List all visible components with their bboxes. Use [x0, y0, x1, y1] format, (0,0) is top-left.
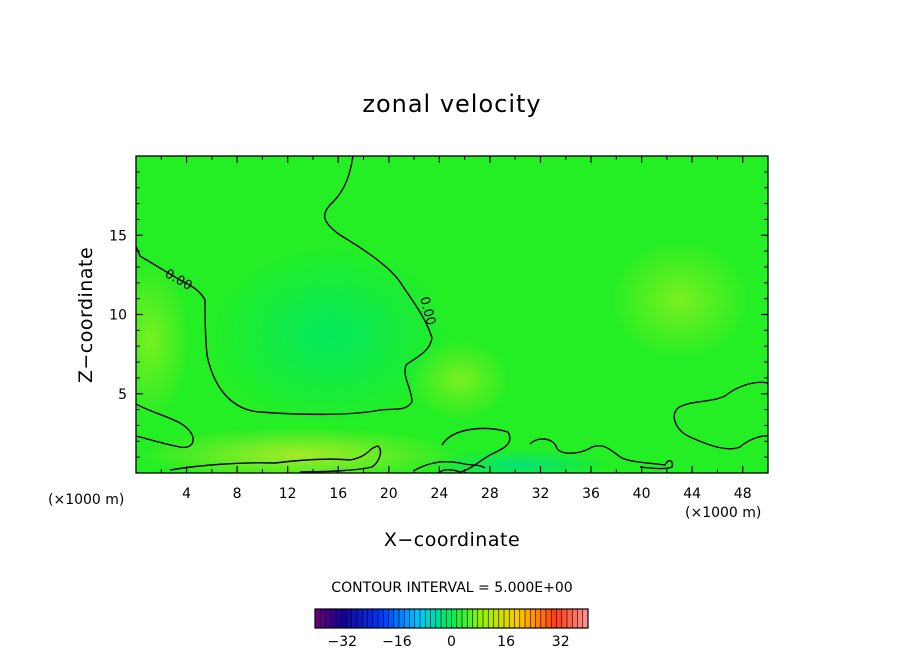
y-unit-label: (×1000 m) [48, 492, 124, 508]
colorbar-frame [314, 608, 589, 629]
colorbar-swatch [488, 609, 494, 628]
colorbar-swatch [519, 609, 526, 628]
colorbar-swatch [383, 609, 389, 628]
colorbar-swatch [372, 609, 379, 628]
x-tick-label: 16 [329, 486, 347, 502]
colorbar-swatch [514, 609, 521, 628]
colorbar-swatch [561, 609, 568, 628]
x-unit-label: (×1000 m) [685, 505, 761, 521]
colorbar-tick-label: 16 [497, 634, 515, 650]
colorbar-swatch [451, 609, 458, 628]
colorbar-swatch [446, 609, 452, 628]
contour-label-right: 0.00 [416, 295, 438, 327]
colorbar-swatch [462, 609, 468, 628]
colorbar-swatch [472, 609, 479, 628]
colorbar-swatch [346, 609, 353, 628]
colorbar-swatch [483, 609, 489, 628]
colorbar-swatch [330, 609, 337, 628]
x-tick-label: 44 [683, 486, 701, 502]
colorbar-swatch [404, 609, 410, 628]
colorbar-swatch [320, 609, 326, 628]
x-tick-label: 8 [233, 486, 242, 502]
colorbar-swatch [525, 609, 531, 628]
colorbar-tick-label: 32 [552, 634, 570, 650]
colorbar-swatch [393, 609, 400, 628]
colorbar-swatch [315, 609, 321, 628]
contour-interval-text: CONTOUR INTERVAL = 5.000E+00 [331, 580, 572, 596]
colorbar-swatch [456, 609, 463, 628]
chart-title: zonal velocity [362, 90, 541, 118]
colorbar-swatch [535, 609, 542, 628]
contour-lines [136, 156, 768, 473]
colorbar-swatch [336, 609, 342, 628]
y-tick-label: 5 [118, 387, 127, 403]
colorbar-swatch [399, 609, 405, 628]
y-tick-label: 10 [109, 308, 127, 324]
x-tick-label: 20 [380, 486, 398, 502]
colorbar-tick-label: 0 [447, 634, 456, 650]
colorbar-swatch [357, 609, 363, 628]
y-axis-label: Z−coordinate [75, 247, 97, 383]
colorbar-swatch [388, 609, 395, 628]
colorbar-swatch [409, 609, 416, 628]
colorbar-tick-labels: −32 −16 0 16 32 [328, 634, 570, 650]
x-tick-label: 4 [182, 486, 191, 502]
colorbar-swatch [425, 609, 431, 628]
colorbar-swatch [414, 609, 421, 628]
velocity-field [136, 156, 768, 473]
colorbar-swatch [430, 609, 437, 628]
colorbar-swatch [467, 609, 473, 628]
x-tick-label: 40 [633, 486, 651, 502]
colorbar-swatch [341, 609, 347, 628]
colorbar-swatch [546, 609, 552, 628]
colorbar-swatch [498, 609, 505, 628]
colorbar-swatch [325, 609, 332, 628]
x-tick-label: 48 [734, 486, 752, 502]
x-tick-label: 12 [279, 486, 297, 502]
x-axis-label: X−coordinate [384, 529, 520, 551]
colorbar-swatch [504, 609, 510, 628]
colorbar-swatch [509, 609, 515, 628]
colorbar-swatch [577, 609, 584, 628]
y-axis-ticks: 5 10 15 [109, 171, 768, 458]
colorbar-swatch [530, 609, 536, 628]
x-tick-label: 28 [481, 486, 499, 502]
colorbar-swatch [351, 609, 358, 628]
colorbar-swatch [556, 609, 563, 628]
colorbar-swatch [420, 609, 426, 628]
colorbar-swatch [367, 609, 374, 628]
colorbar-swatch [567, 609, 573, 628]
x-tick-label: 32 [532, 486, 550, 502]
colorbar-tick-label: −16 [382, 634, 412, 650]
colorbar [314, 608, 589, 629]
colorbar-swatch [362, 609, 368, 628]
x-tick-label: 36 [582, 486, 600, 502]
colorbar-swatch [540, 609, 547, 628]
colorbar-swatch [582, 609, 589, 628]
colorbar-swatch [572, 609, 578, 628]
colorbar-swatch [378, 609, 384, 628]
colorbar-swatch [477, 609, 484, 628]
colorbar-swatch [493, 609, 500, 628]
colorbar-swatch [441, 609, 447, 628]
x-tick-label: 24 [430, 486, 448, 502]
colorbar-swatch [435, 609, 442, 628]
colorbar-tick-label: −32 [328, 634, 358, 650]
x-axis-ticks: 4 8 12 16 20 24 28 32 36 40 44 48 [160, 156, 752, 502]
colorbar-swatch [551, 609, 557, 628]
y-tick-label: 15 [109, 228, 127, 244]
